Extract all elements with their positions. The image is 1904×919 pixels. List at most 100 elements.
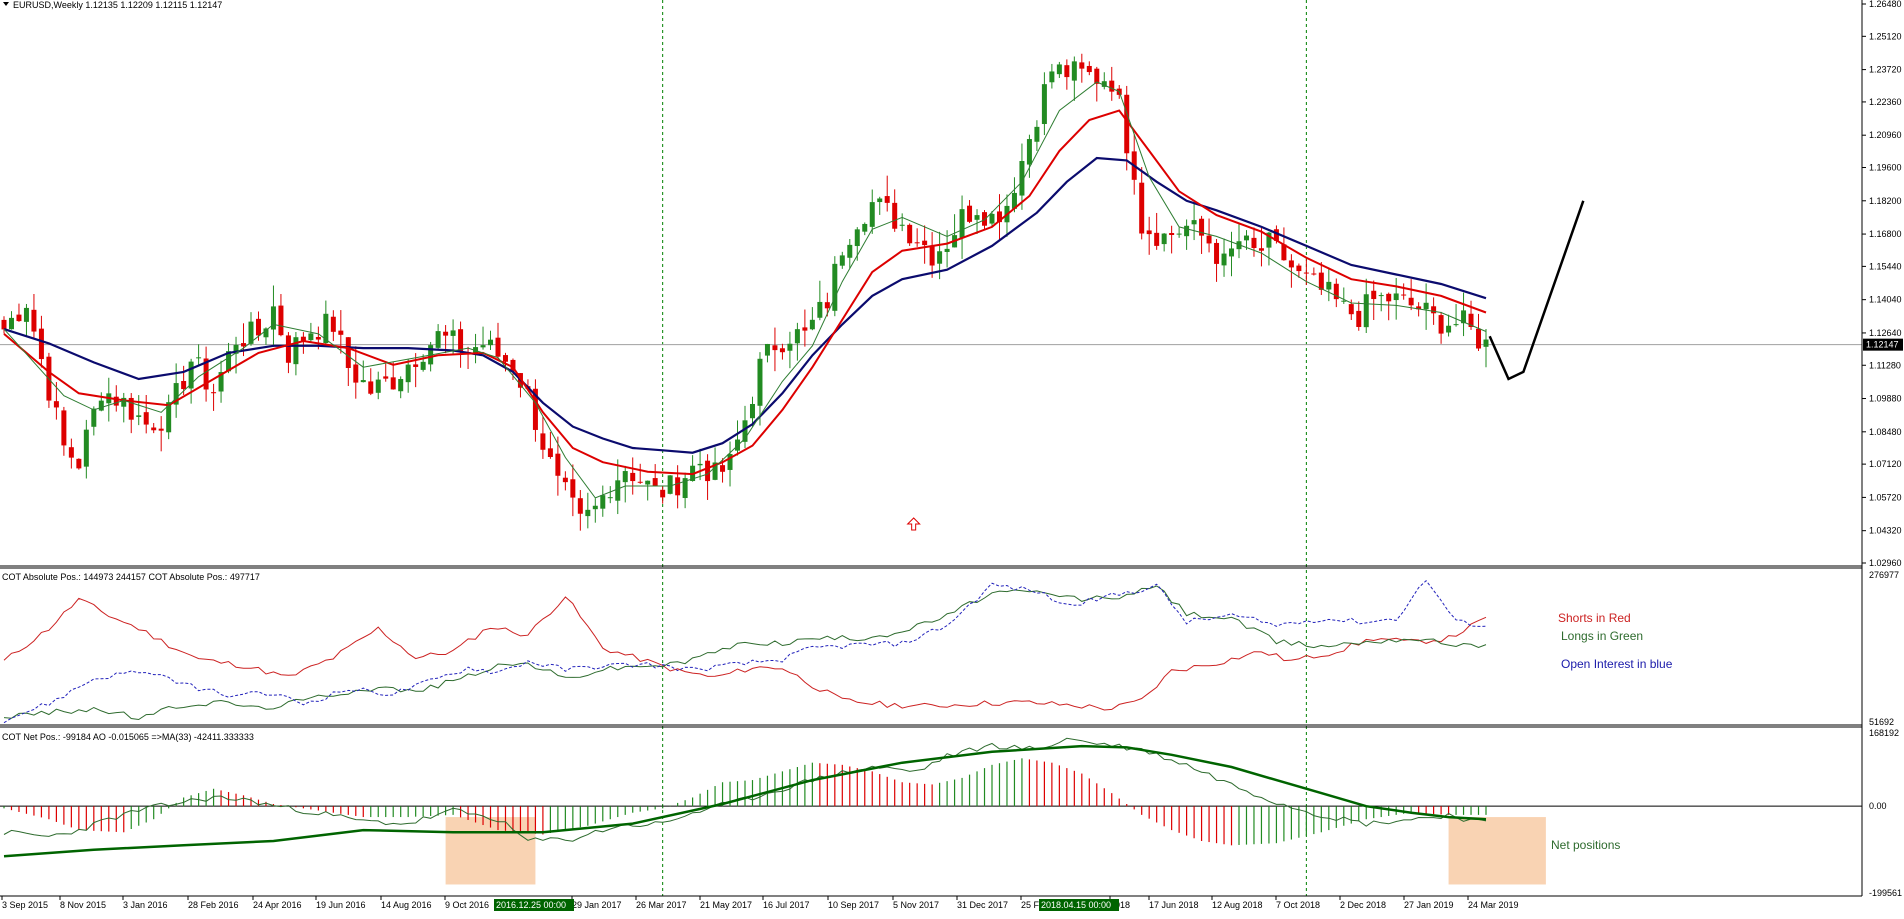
- candle-body: [892, 202, 898, 229]
- candle-body: [757, 358, 763, 406]
- candle-body: [585, 509, 591, 517]
- candle-body: [360, 380, 366, 383]
- candle-body: [233, 344, 239, 354]
- time-tick-label: 10 Sep 2017: [828, 900, 879, 910]
- time-tick-label: 7 Oct 2018: [1276, 900, 1320, 910]
- candle-body: [929, 246, 935, 266]
- time-tick-label: 28 Feb 2016: [188, 900, 239, 910]
- candle-body: [121, 397, 127, 407]
- candle-body: [263, 328, 269, 338]
- candle-body: [570, 479, 576, 498]
- price-tick-label: 1.20960: [1869, 130, 1902, 140]
- candle-body: [241, 343, 247, 347]
- candle-body: [181, 381, 187, 390]
- price-tick-label: 1.11280: [1869, 360, 1901, 370]
- candle-body: [1273, 229, 1279, 241]
- candle-body: [555, 453, 561, 476]
- candle-body: [1094, 68, 1100, 84]
- candle-body: [323, 313, 329, 344]
- candle-body: [1416, 306, 1422, 310]
- candle-body: [1438, 315, 1444, 334]
- candle-body: [1206, 235, 1212, 244]
- time-tick-label: 14 Aug 2016: [381, 900, 432, 910]
- collapse-triangle-icon[interactable]: [3, 2, 9, 6]
- candle-body: [1408, 297, 1414, 306]
- candle-body: [420, 361, 426, 370]
- candle-body: [31, 309, 37, 332]
- candle-body: [1483, 339, 1489, 347]
- candle-body: [375, 379, 381, 393]
- candle-body: [293, 337, 299, 365]
- candle-body: [1079, 62, 1085, 69]
- candle-body: [577, 498, 583, 514]
- candle-body: [802, 327, 808, 331]
- candle-body: [637, 481, 643, 483]
- candle-body: [697, 463, 703, 466]
- candle-body: [158, 428, 164, 431]
- candle-body: [1041, 84, 1047, 125]
- legend-longs: Longs in Green: [1561, 629, 1643, 643]
- candle-body: [136, 415, 142, 417]
- candle-body: [413, 364, 419, 367]
- candle-body: [1356, 310, 1362, 327]
- candle-body: [547, 448, 553, 457]
- candle-body: [959, 209, 965, 239]
- candle-body: [824, 302, 830, 309]
- candle-body: [914, 242, 920, 244]
- cot-net-pane[interactable]: [0, 737, 1862, 885]
- candle-body: [113, 396, 119, 406]
- time-tick-label: 16 Jul 2017: [763, 900, 810, 910]
- candle-body: [996, 211, 1002, 223]
- candle-body: [1326, 281, 1332, 290]
- candle-body: [53, 401, 59, 408]
- time-tick-label: 17 Jun 2018: [1149, 900, 1199, 910]
- price-tick-label: 1.02960: [1869, 558, 1902, 568]
- price-pane[interactable]: [0, 0, 1862, 896]
- candle-body: [660, 489, 666, 498]
- candle-body: [772, 345, 778, 351]
- candle-body: [922, 240, 928, 246]
- candle-body: [720, 465, 726, 472]
- candle-body: [675, 477, 681, 496]
- candle-body: [787, 343, 793, 351]
- candle-body: [592, 505, 598, 510]
- cot-net-tick-label: 168192: [1869, 728, 1899, 738]
- candle-body: [1311, 273, 1317, 275]
- price-tick-label: 1.15440: [1869, 261, 1902, 271]
- candle-body: [1191, 220, 1197, 225]
- time-tick-label: 31 Dec 2017: [957, 900, 1008, 910]
- candle-body: [727, 453, 733, 470]
- candle-body: [1011, 192, 1017, 209]
- time-tick-label: 2018: [1110, 900, 1130, 910]
- candle-body: [562, 477, 568, 483]
- candle-body: [1086, 65, 1092, 73]
- candle-body: [982, 212, 988, 226]
- candle-body: [218, 372, 224, 392]
- candle-body: [8, 317, 14, 330]
- candle-body: [1431, 306, 1437, 314]
- candle-body: [76, 458, 82, 469]
- candle-body: [345, 337, 351, 368]
- candle-body: [443, 331, 449, 336]
- projection-line: [1488, 200, 1585, 381]
- candle-body: [1296, 265, 1302, 272]
- candle-body: [1169, 233, 1175, 235]
- candle-body: [1199, 218, 1205, 236]
- candle-body: [278, 305, 284, 336]
- candle-body: [1071, 61, 1077, 81]
- candle-body: [248, 321, 254, 344]
- legend-net-positions: Net positions: [1551, 838, 1620, 852]
- ma-slow-line: [3, 156, 1487, 454]
- candle-body: [1049, 71, 1055, 83]
- candle-body: [1161, 233, 1167, 245]
- cot-absolute-pane[interactable]: [3, 579, 1487, 724]
- price-tick-label: 1.26480: [1869, 0, 1902, 9]
- price-header: EURUSD,Weekly 1.12135 1.12209 1.12115 1.…: [13, 0, 222, 10]
- time-tick-label: 3 Sep 2015: [2, 900, 48, 910]
- time-marker-label: 2016.12.25 00:00: [496, 900, 566, 910]
- candle-body: [315, 336, 321, 340]
- current-price-label: 1.12147: [1866, 340, 1899, 350]
- price-tick-label: 1.18200: [1869, 196, 1902, 206]
- candle-body: [480, 345, 486, 348]
